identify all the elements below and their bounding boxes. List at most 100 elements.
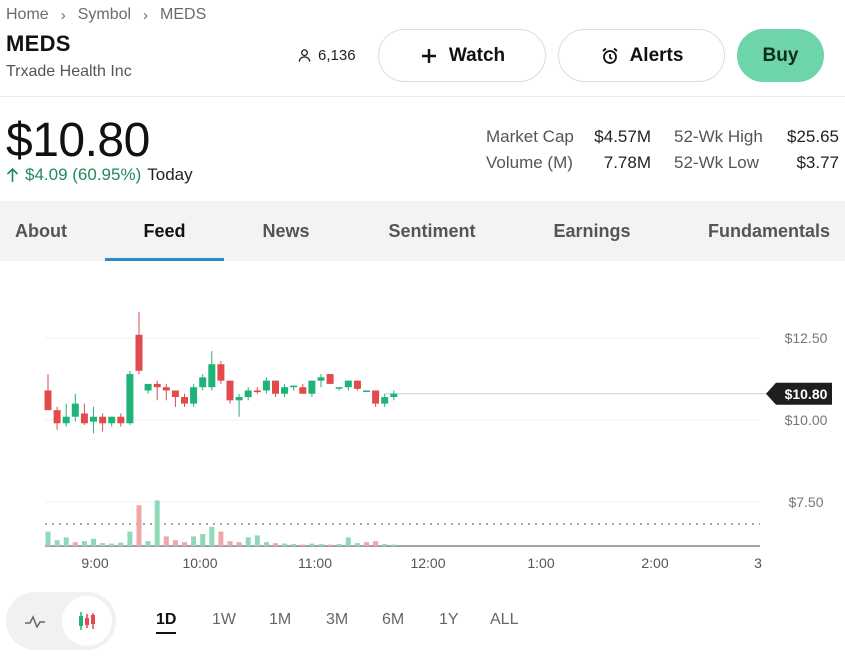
company-name: Trxade Health Inc [6, 63, 132, 80]
volume-bar [163, 536, 169, 546]
stats-values-left: $4.57M 7.78M [593, 124, 651, 176]
candle-body [135, 334, 143, 371]
price-chart[interactable]: $12.50 $10.00 $7.50 9:00 10:00 11:00 12:00 1:00… [0, 262, 845, 582]
candle-body [272, 380, 279, 394]
stats-values-right: $25.65 $3.77 [780, 124, 839, 176]
candle-body [162, 387, 170, 391]
volume-bar [154, 500, 160, 546]
volume-bar [118, 542, 124, 546]
breadcrumb-current: MEDS [160, 6, 207, 23]
volume-bar [209, 526, 215, 546]
volume-bar [127, 531, 133, 546]
candle-body [62, 416, 70, 424]
volume-bar [182, 542, 187, 546]
volume-bar [300, 544, 306, 546]
volume-bar [391, 544, 397, 546]
tab-earnings[interactable]: Earnings [553, 220, 631, 241]
alarm-clock-icon [601, 47, 618, 64]
candle-body [326, 374, 334, 384]
volume-bar [345, 537, 351, 546]
chart-type-toggle [6, 592, 116, 650]
range-3m[interactable]: 3M [326, 611, 349, 628]
volume-bar [273, 543, 278, 546]
candle-body [53, 410, 61, 424]
range-1y[interactable]: 1Y [439, 611, 459, 628]
person-icon [298, 49, 311, 62]
range-6m[interactable]: 6M [382, 611, 405, 628]
stats-labels-left: Market Cap Volume (M) [486, 124, 574, 176]
volume-bar [227, 541, 233, 546]
volume-bar [263, 542, 269, 546]
volume-bar [191, 536, 197, 546]
watch-button[interactable]: Watch [378, 29, 546, 82]
volume-bar [309, 543, 315, 546]
volume-bar [91, 538, 96, 546]
volume-bar [100, 543, 106, 546]
x-tick-label: 12:00 [410, 555, 445, 571]
tab-news[interactable]: News [262, 220, 310, 241]
tab-sentiment[interactable]: Sentiment [388, 220, 476, 241]
candle-body [153, 383, 161, 388]
high-52wk-value: $25.65 [787, 127, 839, 146]
range-bar: 1D 1W 1M 3M 6M 1Y ALL [0, 592, 845, 652]
chevron-right-icon: › [60, 6, 66, 24]
range-all[interactable]: ALL [490, 611, 519, 628]
candle-body [335, 387, 343, 389]
candle-body [199, 377, 207, 388]
candle-body [244, 390, 252, 398]
candle-body [71, 403, 79, 417]
market-cap-label: Market Cap [486, 127, 574, 146]
header-divider [0, 96, 845, 97]
candle-body [108, 416, 116, 424]
candlestick-chart-option[interactable] [62, 596, 112, 646]
range-1d[interactable]: 1D [156, 611, 177, 634]
candlestick-icon [79, 612, 95, 630]
volume-bar [364, 542, 369, 546]
candle-body [372, 390, 380, 404]
watchers-value: 6,136 [318, 47, 356, 64]
breadcrumb-symbol[interactable]: Symbol [77, 6, 132, 23]
breadcrumb-home[interactable]: Home [6, 6, 49, 23]
candle-body [117, 416, 125, 424]
volume-bar [109, 543, 115, 546]
tab-feed[interactable]: Feed [105, 201, 224, 261]
price-change: $4.09 (60.95%) Today [6, 165, 193, 185]
range-1w[interactable]: 1W [212, 611, 236, 628]
chevron-right-icon: › [143, 6, 149, 24]
range-1m[interactable]: 1M [269, 611, 292, 628]
candle-body [171, 390, 179, 398]
volume-bar [236, 542, 242, 546]
low-52wk-value: $3.77 [796, 153, 839, 172]
line-chart-option[interactable] [10, 596, 60, 646]
volume-bar [245, 537, 251, 546]
price-change-period: Today [147, 165, 193, 184]
volume-bar [282, 543, 288, 546]
candle-body [253, 390, 261, 393]
volume-bar [45, 531, 51, 546]
candle-body [344, 380, 352, 388]
x-tick-label: 10:00 [182, 555, 217, 571]
volume-value: 7.78M [603, 153, 651, 172]
candle-body [381, 397, 389, 404]
buy-button[interactable]: Buy [737, 29, 824, 82]
stats-labels-right: 52-Wk High 52-Wk Low [674, 124, 763, 176]
volume-label: Volume (M) [486, 153, 573, 172]
x-tick-label: 9:00 [81, 555, 108, 571]
candle-body [190, 387, 198, 404]
alerts-button[interactable]: Alerts [558, 29, 725, 82]
line-chart-icon [25, 615, 45, 629]
tab-fundamentals[interactable]: Fundamentals [707, 220, 831, 241]
price-tag-shape [766, 382, 832, 405]
volume-bar [200, 534, 206, 546]
volume-bar [382, 544, 388, 546]
x-tick-label: 3 [754, 555, 762, 571]
watch-label: Watch [448, 44, 506, 66]
candle-body [290, 385, 298, 388]
tab-about[interactable]: About [15, 220, 67, 241]
candle-body [181, 397, 188, 404]
volume-bar [63, 537, 69, 546]
market-cap-value: $4.57M [594, 127, 651, 146]
current-price-tag: $10.80 [766, 382, 832, 405]
volume-bar [136, 505, 142, 546]
alerts-label: Alerts [629, 44, 684, 66]
